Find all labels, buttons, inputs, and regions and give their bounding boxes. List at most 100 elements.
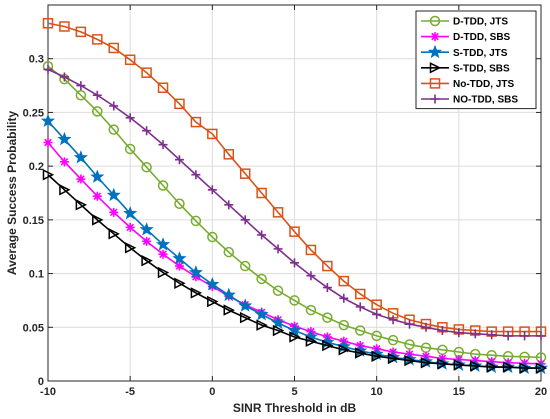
y-tick-label: 0.1 (29, 269, 44, 281)
data-point (139, 222, 154, 236)
data-point (207, 185, 217, 195)
legend-label: D-TDD, SBS (453, 32, 511, 43)
data-point (155, 237, 171, 251)
data-point (338, 344, 350, 356)
data-point (124, 143, 136, 155)
series-line (47, 65, 542, 359)
data-point (338, 275, 350, 287)
data-point (371, 350, 383, 363)
data-point (405, 319, 415, 329)
legend-entry: D-TDD, SBS (421, 32, 511, 43)
data-point (322, 312, 333, 323)
data-point (223, 246, 235, 258)
data-point (355, 302, 365, 312)
y-tick-label: 0.05 (23, 322, 44, 334)
data-point (536, 331, 546, 341)
data-point (305, 335, 318, 347)
data-point (322, 283, 332, 293)
data-point (272, 285, 284, 297)
data-point (42, 169, 55, 181)
data-point (158, 140, 168, 150)
x-tick-label: -5 (125, 386, 135, 398)
data-point (172, 251, 187, 265)
data-point (188, 265, 203, 279)
x-tick-label: 10 (371, 386, 383, 398)
data-point (404, 354, 416, 367)
legend-entry: D-TDD, JTS (421, 15, 508, 28)
data-point (59, 157, 69, 167)
data-point (174, 198, 185, 209)
data-point (174, 155, 184, 165)
data-point (90, 169, 105, 183)
data-point (57, 131, 72, 146)
series-d-tdd-jts (42, 60, 547, 363)
series-group (40, 18, 549, 375)
data-point (290, 258, 299, 268)
legend-label: D-TDD, JTS (453, 17, 508, 28)
data-point (387, 334, 399, 346)
y-tick-label: 0 (38, 376, 44, 388)
x-tick-label: -10 (40, 386, 56, 398)
legend-box (415, 10, 537, 110)
data-point (92, 106, 103, 117)
data-point (429, 15, 441, 27)
data-point (354, 347, 367, 359)
data-point (429, 78, 441, 89)
data-point (42, 18, 54, 29)
data-point (487, 330, 497, 340)
data-point (437, 326, 447, 336)
x-tick-label: 5 (291, 386, 297, 398)
data-point (73, 150, 88, 164)
data-point (371, 330, 382, 342)
legend-entry: S-TDD, SBS (421, 62, 510, 74)
data-point (430, 32, 440, 42)
data-point (223, 149, 235, 160)
data-point (272, 207, 284, 218)
data-point (59, 72, 69, 82)
data-point (371, 299, 382, 310)
data-point (306, 271, 316, 281)
data-point (174, 277, 186, 289)
data-point (106, 187, 121, 202)
legend-label: NO-TDD, SBS (453, 95, 518, 106)
series-s-tdd-sbs (42, 169, 548, 374)
data-point (421, 322, 431, 332)
legend-entry: NO-TDD, SBS (421, 94, 518, 106)
data-point (453, 359, 466, 371)
data-point (239, 260, 251, 272)
data-point (43, 64, 53, 74)
data-point (142, 126, 152, 136)
data-point (520, 331, 530, 341)
data-point (502, 361, 515, 373)
data-point (354, 288, 366, 300)
data-point (108, 124, 119, 135)
data-point (224, 200, 234, 210)
x-tick-label: 0 (209, 386, 215, 398)
data-point (372, 309, 382, 319)
data-point (535, 362, 548, 374)
data-point (141, 254, 153, 267)
data-point (338, 319, 350, 331)
data-point (76, 81, 86, 91)
y-axis-label: Average Success Probability (5, 111, 19, 276)
data-point (125, 113, 135, 123)
data-point (305, 244, 317, 256)
data-point (174, 98, 185, 110)
data-point (388, 315, 398, 325)
data-point (239, 311, 252, 324)
legend-entry: No-TDD, JTS (421, 78, 514, 90)
data-point (519, 362, 531, 374)
data-point (254, 306, 269, 321)
data-point (123, 205, 138, 220)
data-point (257, 230, 267, 240)
data-point (221, 287, 236, 302)
data-point (322, 339, 334, 352)
data-point (354, 325, 366, 336)
data-point (427, 44, 443, 59)
data-point (207, 128, 218, 140)
data-point (404, 339, 415, 350)
data-point (470, 329, 480, 339)
data-point (158, 249, 168, 259)
data-point (59, 21, 70, 32)
